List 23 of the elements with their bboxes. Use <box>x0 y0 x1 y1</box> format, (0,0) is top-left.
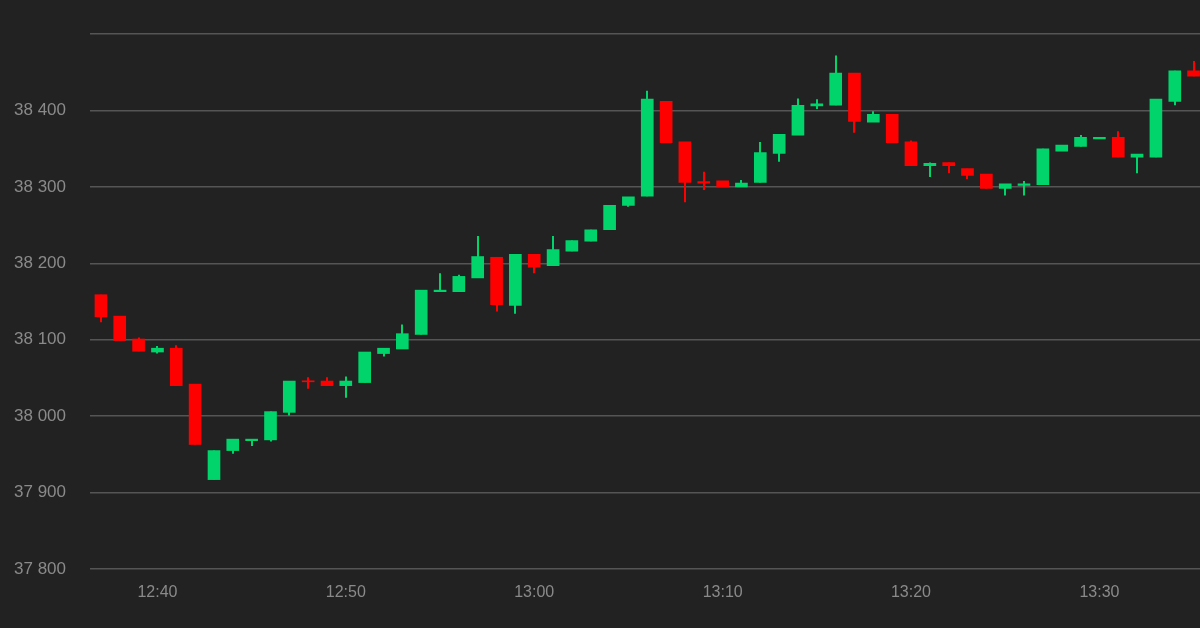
candlestick <box>546 234 560 267</box>
candlestick <box>1130 153 1144 175</box>
candlestick <box>339 375 353 399</box>
y-tick-label: 38 200 <box>14 253 66 273</box>
x-tick-label: 13:20 <box>890 583 932 601</box>
x-tick-label: 12:40 <box>137 583 178 601</box>
candlestick <box>471 234 485 279</box>
y-tick-label: 38 100 <box>14 329 66 349</box>
candlestick <box>1111 130 1125 159</box>
y-tick-label: 38 300 <box>14 176 66 196</box>
candlestick <box>527 253 541 275</box>
y-tick-label: 37 900 <box>14 482 66 502</box>
candlestick <box>94 293 108 324</box>
x-tick-label: 13:10 <box>702 583 743 601</box>
x-tick-label: 12:50 <box>325 583 366 601</box>
candlestick <box>395 323 409 350</box>
y-tick-label: 38 000 <box>14 405 66 425</box>
y-tick-label: 38 400 <box>14 100 66 120</box>
candlestick <box>772 133 786 163</box>
x-tick-label: 13:00 <box>514 583 555 601</box>
y-tick-label: 37 800 <box>14 558 66 578</box>
candlestick <box>697 170 711 192</box>
x-tick-label: 13:30 <box>1079 583 1120 601</box>
